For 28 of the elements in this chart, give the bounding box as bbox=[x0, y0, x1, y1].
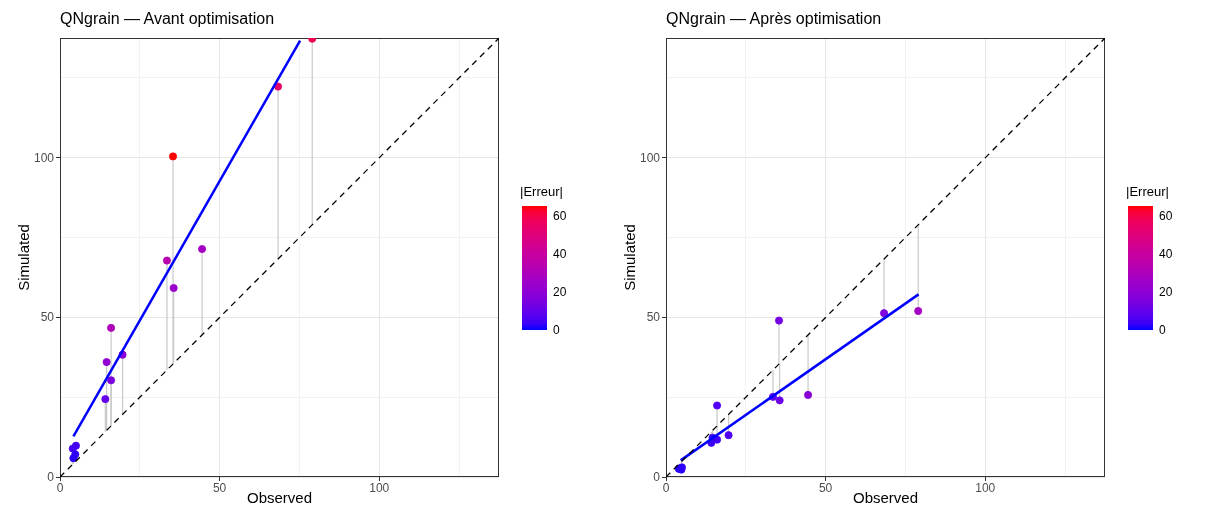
color-bar-label: 60 bbox=[553, 207, 567, 224]
x-tick-label: 0 bbox=[56, 481, 64, 495]
y-axis-title: Simulated bbox=[621, 224, 639, 291]
y-tick-label: 100 bbox=[32, 150, 54, 165]
color-bar-label: 20 bbox=[1159, 283, 1173, 300]
y-axis-title: Simulated bbox=[15, 224, 33, 291]
x-tick-label: 0 bbox=[662, 481, 670, 495]
x-axis-title: Observed bbox=[852, 489, 919, 506]
y-tick-label: 0 bbox=[652, 470, 660, 484]
chart-title: QNgrain — Avant optimisation bbox=[60, 10, 275, 28]
color-bar-label: 40 bbox=[1159, 245, 1173, 262]
y-tick-label: 100 bbox=[638, 150, 660, 165]
color-bar-label: 0 bbox=[553, 322, 560, 338]
x-axis-title: Observed bbox=[246, 489, 313, 506]
color-bar-label: 0 bbox=[1159, 322, 1166, 338]
y-tick-label: 50 bbox=[39, 310, 54, 325]
color-bar-title: |Erreur| bbox=[520, 184, 563, 199]
color-bar-label: 60 bbox=[1159, 207, 1173, 224]
y-tick-label: 50 bbox=[645, 310, 660, 325]
x-tick-label: 50 bbox=[211, 481, 228, 495]
color-bar-title: |Erreur| bbox=[1126, 184, 1169, 199]
y-tick-label: 0 bbox=[46, 470, 54, 484]
x-tick-label: 50 bbox=[817, 481, 834, 495]
x-tick-label: 100 bbox=[974, 481, 997, 495]
chart-title: QNgrain — Après optimisation bbox=[666, 10, 882, 28]
x-tick-label: 100 bbox=[368, 481, 391, 495]
color-bar-label: 40 bbox=[553, 245, 567, 262]
color-bar-label: 20 bbox=[553, 283, 567, 300]
